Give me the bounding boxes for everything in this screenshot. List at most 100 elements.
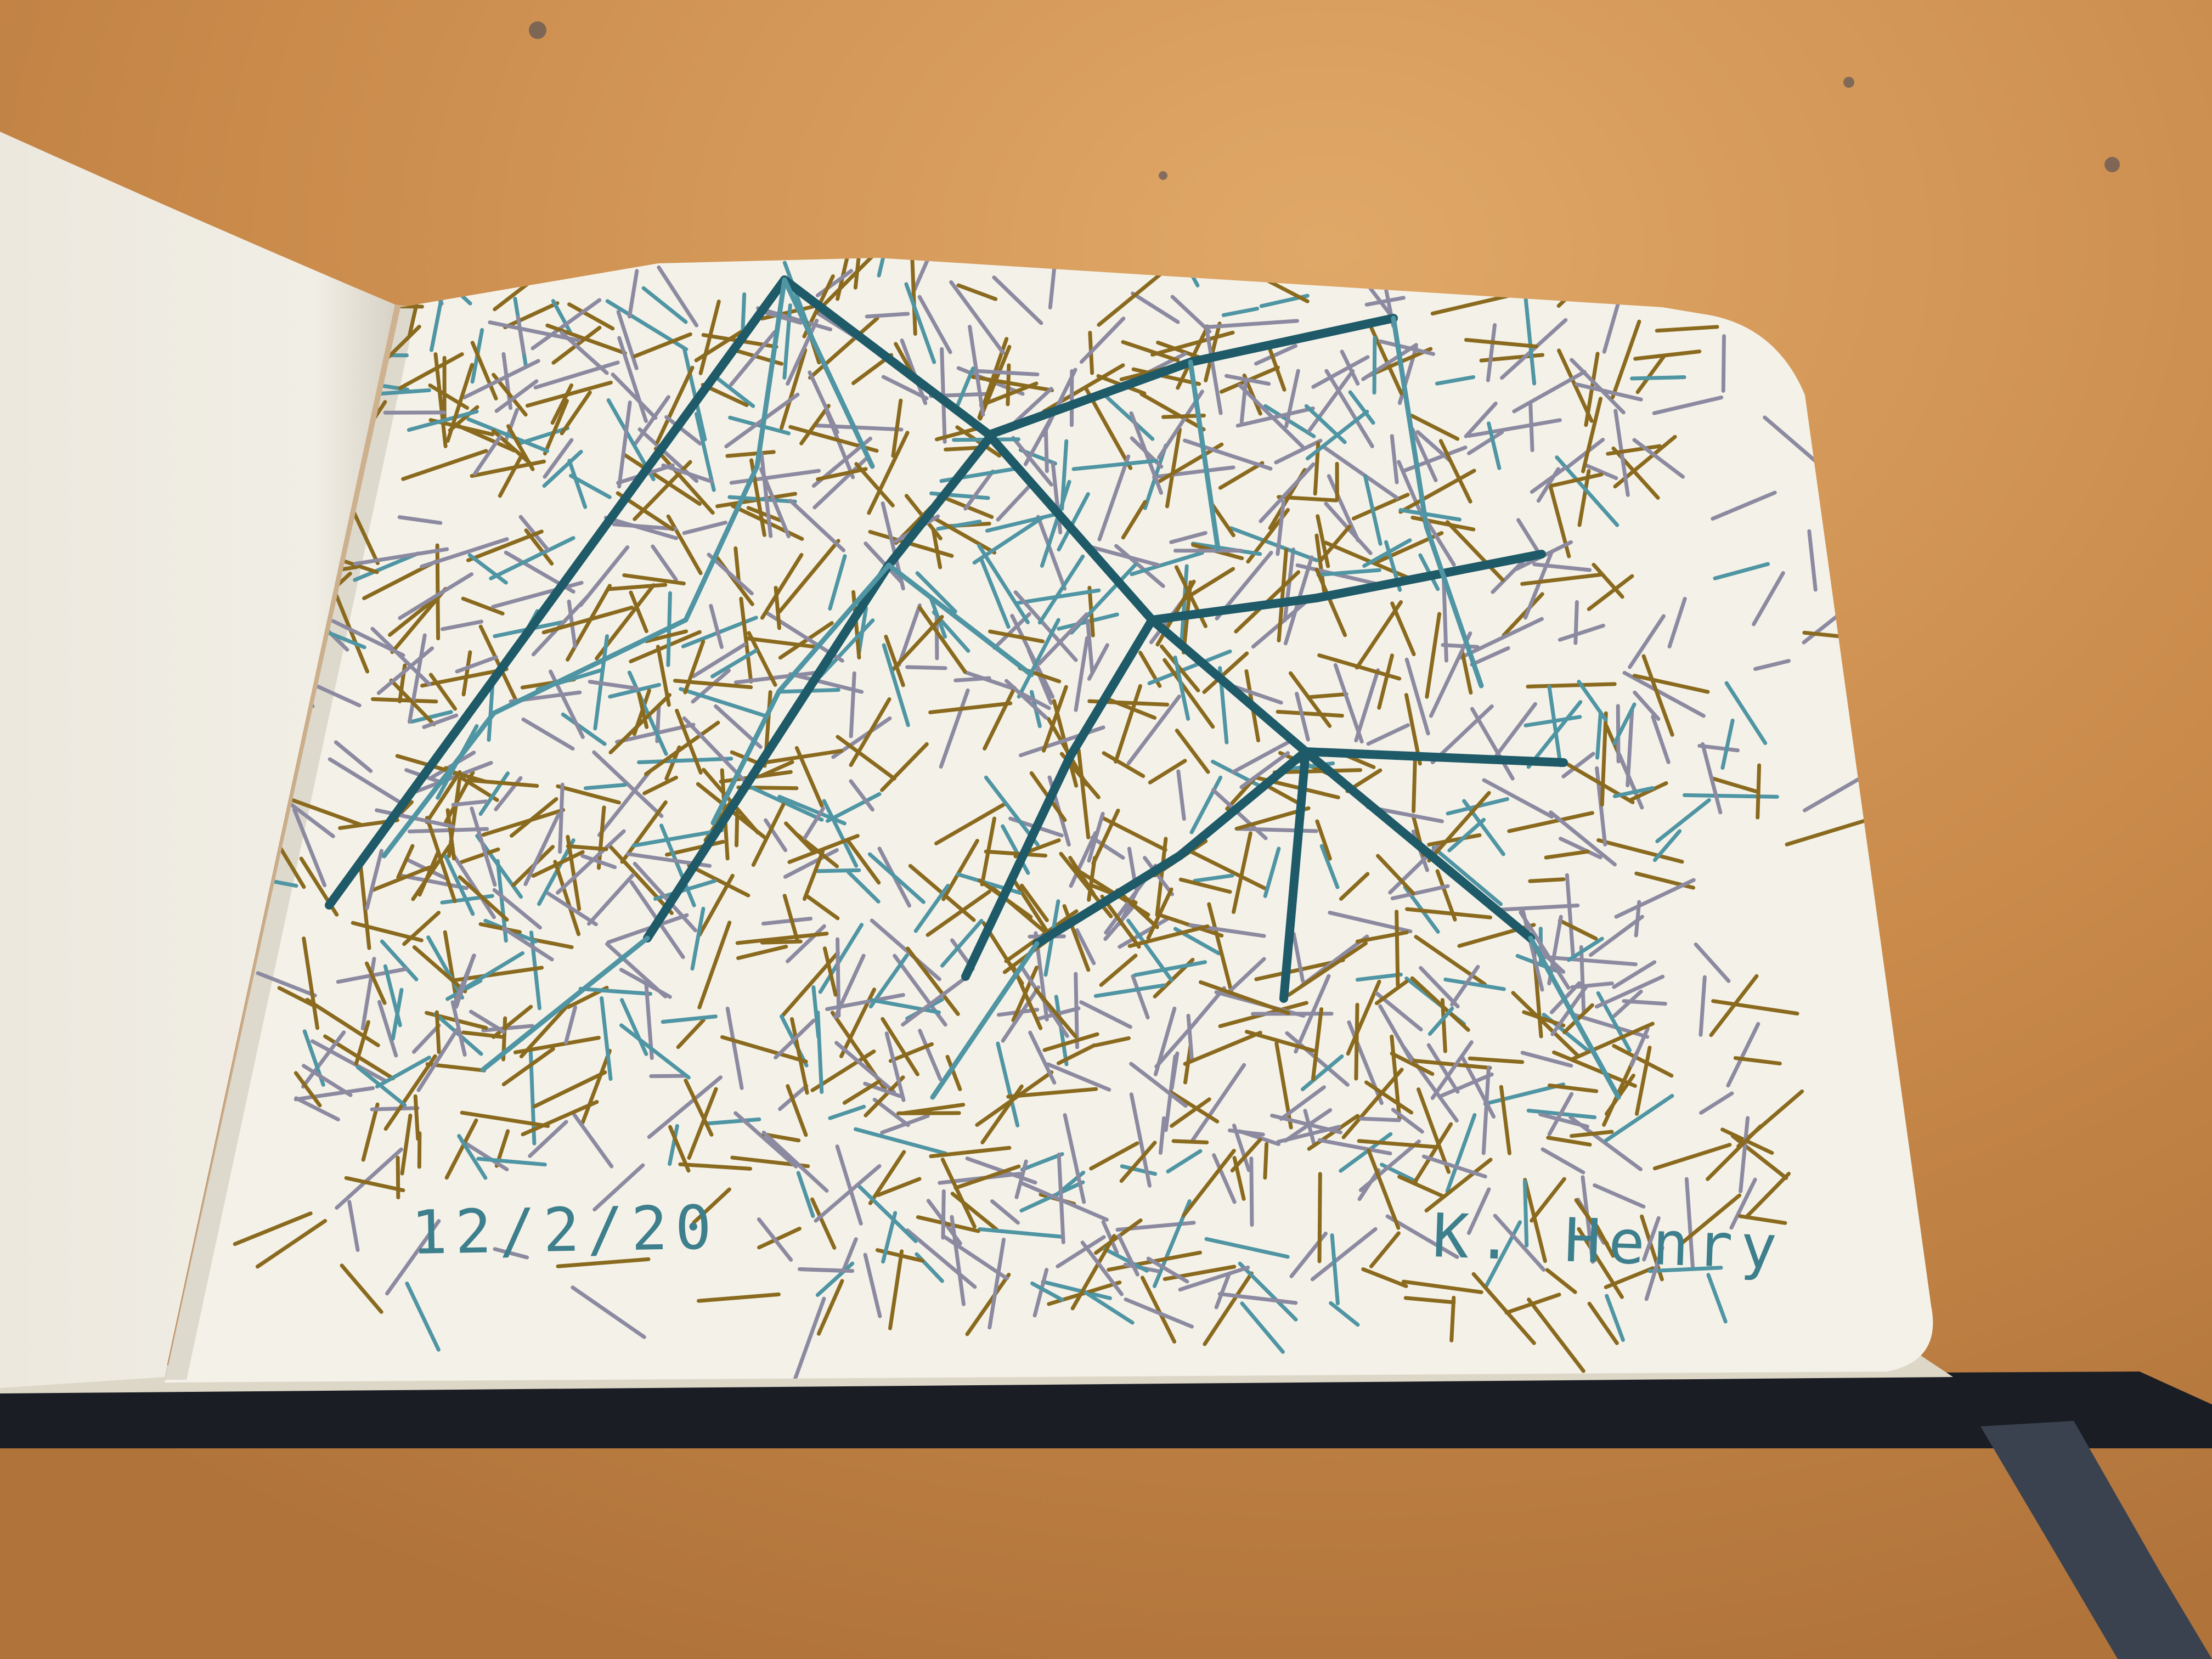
ink-stroke	[963, 670, 1017, 691]
ink-stroke	[1378, 339, 1436, 356]
ink-stroke	[1182, 567, 1235, 601]
ink-stroke	[1079, 1000, 1132, 1029]
ink-stroke	[556, 784, 621, 805]
ink-stroke	[1614, 878, 1696, 919]
ink-stroke	[1410, 427, 1438, 482]
ink-stroke	[1570, 981, 1614, 989]
ink-stroke	[1011, 387, 1053, 427]
ink-stroke	[517, 426, 570, 445]
ink-stroke	[1341, 1068, 1404, 1139]
ink-stroke	[816, 1011, 824, 1094]
ink-stroke	[1445, 1113, 1477, 1193]
ink-stroke	[1435, 375, 1476, 386]
ink-stroke	[1355, 930, 1409, 944]
ink-stroke	[644, 720, 720, 776]
ink-stroke	[940, 1158, 977, 1229]
ink-stroke	[580, 854, 617, 870]
ink-stroke	[1413, 1122, 1453, 1184]
ink-stroke	[810, 1197, 837, 1250]
ink-stroke	[1632, 438, 1685, 479]
ink-stroke	[498, 452, 524, 498]
ink-stroke	[1103, 1247, 1149, 1273]
ink-stroke	[566, 834, 582, 911]
ink-stroke	[1443, 977, 1506, 991]
ink-stroke	[450, 851, 496, 919]
ink-stroke	[1430, 1040, 1474, 1100]
ink-stroke	[567, 459, 588, 509]
ink-stroke	[780, 348, 808, 430]
ink-stroke	[924, 511, 997, 555]
ink-stroke	[1056, 1235, 1106, 1268]
ink-stroke	[842, 1237, 858, 1272]
ink-stroke	[1170, 1051, 1180, 1090]
ink-stroke	[1530, 466, 1567, 494]
ink-stroke	[1422, 515, 1456, 567]
ink-stroke	[729, 469, 821, 485]
ink-stroke	[1523, 1177, 1547, 1263]
ink-stroke	[620, 800, 668, 864]
ink-stroke	[1417, 1087, 1451, 1174]
ink-stroke	[519, 1003, 571, 1059]
ink-stroke	[1652, 396, 1724, 415]
ink-stroke	[1482, 778, 1554, 819]
ink-stroke	[606, 583, 668, 591]
ink-stroke	[1069, 831, 1098, 888]
ink-stroke	[1119, 1141, 1157, 1183]
ink-stroke	[398, 352, 464, 390]
ink-stroke	[977, 544, 1030, 624]
ink-stroke	[1593, 1183, 1646, 1209]
ink-stroke	[1486, 323, 1497, 382]
ink-stroke	[1244, 1030, 1316, 1053]
ink-stroke	[1090, 836, 1125, 860]
ink-stroke	[641, 286, 688, 324]
ink-stroke	[760, 749, 843, 765]
ink-stroke	[953, 676, 991, 682]
ink-stroke	[631, 828, 724, 848]
ink-stroke	[644, 980, 654, 1060]
ink-stroke	[1652, 829, 1682, 862]
ink-stroke	[407, 409, 479, 432]
ink-stroke	[884, 1031, 906, 1102]
ink-stroke	[1409, 414, 1460, 441]
ink-stroke	[692, 1187, 731, 1224]
ink-stroke	[1170, 295, 1212, 334]
ink-stroke	[1300, 1054, 1344, 1092]
ink-stroke	[759, 451, 773, 538]
ink-stroke	[682, 716, 748, 785]
ink-stroke	[944, 445, 983, 452]
ink-stroke	[917, 295, 952, 354]
ink-stroke	[1117, 1234, 1139, 1277]
ink-stroke	[407, 827, 489, 834]
ink-stroke	[531, 298, 602, 351]
ink-stroke	[556, 1257, 651, 1268]
ink-stroke	[1655, 325, 1719, 333]
ink-stroke	[1093, 1036, 1131, 1047]
ink-stroke	[1186, 314, 1398, 366]
ink-stroke	[1169, 1090, 1220, 1124]
ink-stroke	[510, 797, 558, 838]
ink-stroke	[1129, 411, 1164, 495]
ink-stroke	[1340, 349, 1360, 386]
ink-stroke	[778, 621, 834, 660]
ink-stroke	[1520, 1051, 1573, 1068]
ink-stroke	[580, 1048, 612, 1125]
ink-stroke	[1502, 592, 1544, 637]
ink-stroke	[822, 799, 859, 868]
ink-stroke	[799, 404, 831, 445]
ink-stroke	[888, 1249, 904, 1330]
ink-stroke	[707, 552, 754, 596]
ink-stroke	[835, 1144, 863, 1226]
ink-stroke	[1552, 1050, 1637, 1088]
ink-stroke	[1390, 434, 1399, 484]
ink-stroke	[1315, 819, 1332, 861]
ink-stroke	[888, 1042, 934, 1063]
ink-stroke	[572, 1113, 614, 1169]
ink-stroke	[710, 689, 782, 826]
ink-stroke	[734, 809, 740, 848]
ink-stroke	[697, 921, 732, 1009]
ink-stroke	[816, 467, 868, 482]
left-page	[0, 132, 395, 1388]
ink-stroke	[880, 742, 929, 792]
ink-stroke	[1577, 469, 1591, 527]
ink-stroke	[655, 365, 695, 444]
